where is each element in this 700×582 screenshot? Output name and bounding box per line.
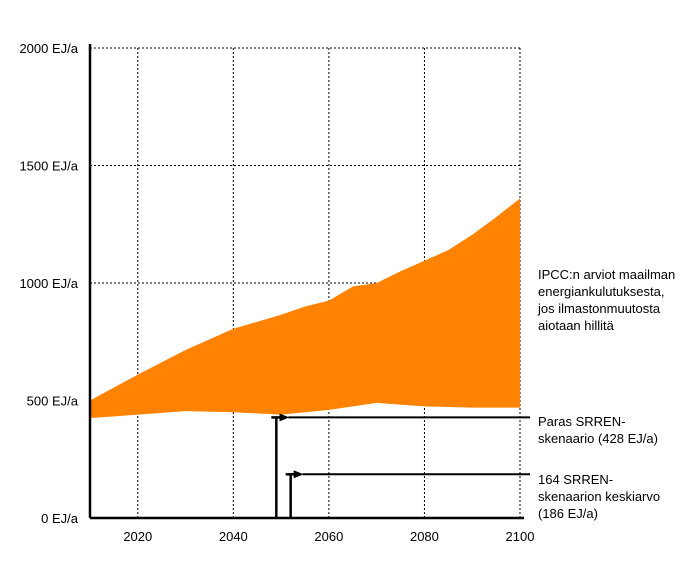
x-tick-label: 2060 — [314, 529, 343, 544]
y-tick-label: 1500 EJ/a — [19, 159, 78, 174]
y-axis-tick-labels: 0 EJ/a 500 EJ/a 1000 EJ/a 1500 EJ/a 2000 EJ/… — [19, 41, 78, 526]
x-tick-label: 2040 — [219, 529, 248, 544]
x-axis-tick-labels: 2020 2040 2060 2080 2100 — [123, 529, 534, 544]
scenario-markers — [271, 416, 296, 518]
mean-scenario-line: skenaarion keskiarvo — [538, 489, 661, 504]
band-annotation-line: jos ilmastonmuutosta — [538, 301, 661, 316]
band-annotation-line: aiotaan hillitä — [538, 318, 614, 333]
y-tick-label: 2000 EJ/a — [19, 41, 78, 56]
annotation-arrows — [279, 413, 530, 479]
y-tick-label: 500 EJ/a — [27, 394, 79, 409]
best-scenario-line: skenaario (428 EJ/a) — [538, 431, 658, 446]
x-tick-label: 2100 — [506, 529, 535, 544]
band-annotation: IPCC:n arviot maailman energiankulutukse… — [538, 266, 675, 334]
mean-scenario-line: 164 SRREN- — [538, 472, 614, 487]
y-tick-label: 0 EJ/a — [41, 511, 79, 526]
band-annotation-line: energiankulutuksesta, — [538, 284, 665, 299]
mean-scenario-annotation: 164 SRREN- skenaarion keskiarvo (186 EJ/… — [538, 471, 660, 522]
ipcc-estimate-band — [90, 198, 520, 419]
x-tick-label: 2020 — [123, 529, 152, 544]
best-scenario-annotation: Paras SRREN- skenaario (428 EJ/a) — [538, 413, 658, 447]
y-tick-label: 1000 EJ/a — [19, 276, 78, 291]
best-scenario-line: Paras SRREN- — [538, 414, 626, 429]
band-annotation-line: IPCC:n arviot maailman — [538, 267, 676, 282]
x-tick-label: 2080 — [410, 529, 439, 544]
axes — [88, 44, 524, 520]
mean-scenario-line: (186 EJ/a) — [538, 506, 598, 521]
